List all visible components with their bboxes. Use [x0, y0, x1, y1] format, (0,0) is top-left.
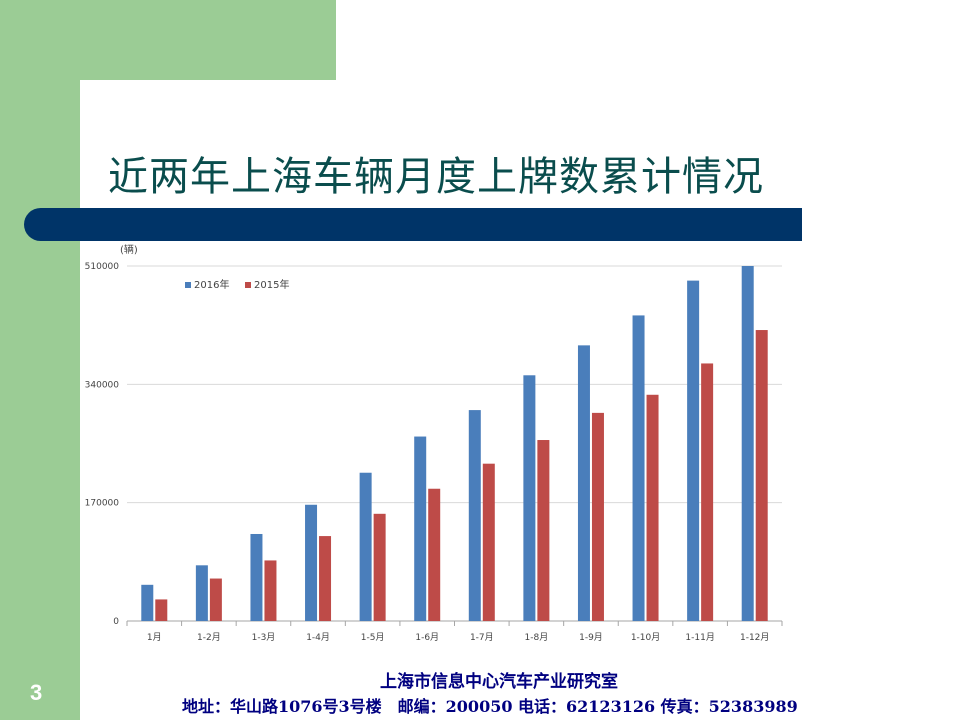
x-tick-label: 1-8月	[525, 632, 549, 643]
bar-2015年-1-4月	[319, 536, 332, 621]
bar-2015年-1-2月	[209, 578, 222, 621]
bar-2016年-1-9月	[577, 345, 590, 621]
bar-2015年-1-8月	[537, 440, 550, 621]
bar-2015年-1-7月	[482, 463, 495, 621]
footer-organization: 上海市信息中心汽车产业研究室	[380, 672, 618, 692]
x-tick-label: 1-7月	[470, 632, 494, 643]
x-tick-label: 1-12月	[740, 632, 769, 643]
bar-2016年-1-4月	[305, 504, 318, 621]
x-tick-label: 1-9月	[579, 632, 603, 643]
green-left-panel	[0, 0, 80, 720]
x-tick-label: 1-4月	[306, 632, 330, 643]
legend-swatch-2016年	[185, 282, 191, 288]
y-tick-label: 340000	[85, 380, 120, 390]
green-top-panel	[0, 0, 336, 80]
x-tick-label: 1-6月	[415, 632, 439, 643]
x-tick-label: 1-10月	[631, 632, 660, 643]
x-tick-label: 1-2月	[197, 632, 221, 643]
bar-2015年-1-9月	[591, 412, 604, 621]
bar-2016年-1-7月	[468, 410, 481, 621]
x-tick-label: 1-5月	[361, 632, 385, 643]
bar-2016年-1-12月	[741, 266, 754, 621]
content-corner	[80, 80, 200, 200]
footer-contact: 地址：华山路1076号3号楼 邮编：200050 电话：62123126 传真：…	[182, 697, 798, 716]
page-number: 3	[30, 680, 43, 705]
bar-2016年-1-6月	[414, 436, 427, 621]
bar-2015年-1-12月	[755, 330, 768, 621]
bar-chart: (辆) 0 170000 340000 510000 1月 1-2月 1-3月 1-4月 1-5月…	[85, 243, 783, 643]
legend-swatch-2015年	[245, 282, 251, 288]
title-underline-band	[24, 208, 802, 241]
x-tick-label: 1-11月	[685, 632, 714, 643]
bar-2015年-1-3月	[264, 560, 277, 621]
x-tick-label: 1-3月	[252, 632, 276, 643]
bar-2015年-1-11月	[701, 363, 714, 621]
bar-2016年-1-3月	[250, 533, 263, 621]
bar-2016年-1-5月	[359, 472, 372, 621]
legend-label-2015年: 2015年	[254, 278, 289, 291]
bar-2016年-1-2月	[195, 565, 208, 621]
bar-2016年-1月	[141, 584, 154, 621]
bar-2015年-1-10月	[646, 394, 659, 621]
bar-2015年-1-5月	[373, 513, 386, 621]
slide-title: 近两年上海车辆月度上牌数累计情况	[108, 154, 764, 200]
y-tick-label: 170000	[85, 499, 120, 509]
y-tick-label: 510000	[85, 262, 120, 272]
legend-label-2016年: 2016年	[194, 278, 229, 291]
bar-2016年-1-11月	[687, 280, 700, 621]
bar-2015年-1-6月	[428, 488, 441, 621]
bar-2016年-1-10月	[632, 315, 645, 621]
y-axis-unit-label: (辆)	[120, 243, 138, 256]
bar-2015年-1月	[155, 599, 168, 621]
y-tick-label: 0	[113, 617, 119, 627]
x-tick-label: 1月	[147, 632, 162, 643]
bar-2016年-1-8月	[523, 375, 536, 621]
